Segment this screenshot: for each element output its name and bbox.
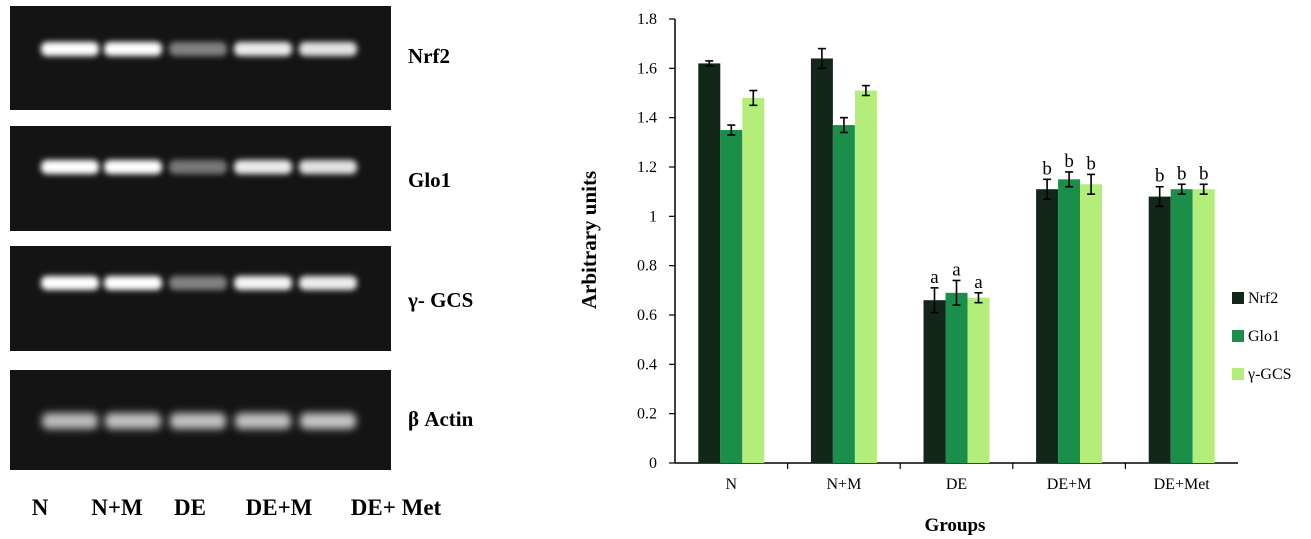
lane-label-de-m: DE+M [245, 495, 313, 520]
band-nrf2-n-m [104, 42, 162, 56]
bar-nrf2-de-met [1148, 196, 1171, 463]
legend-swatch-nrf2 [1232, 292, 1244, 304]
gene-label-gcs: γ- GCS [408, 288, 474, 312]
significance-label: a [952, 259, 961, 280]
bar-glo1-de [945, 292, 968, 463]
lane-label-de: DE [174, 495, 206, 520]
y-axis-label: Arbitrary units [577, 171, 601, 309]
legend-label-glo1: Glo1 [1248, 328, 1280, 345]
bar-chart: Arbitrary units Groups 0 0.2 0.4 0.6 0.8 1 1.2… [577, 11, 1292, 536]
bar-gcs-n [742, 97, 765, 463]
band-actin-n [42, 413, 98, 429]
band-gcs-de [169, 276, 227, 290]
bar-glo1-de-m [1058, 179, 1081, 464]
y-tick-label: 1.2 [637, 159, 657, 176]
band-nrf2-de [169, 42, 227, 56]
y-tick-label: 0.6 [637, 307, 657, 324]
bar-nrf2-de-m [1036, 189, 1059, 463]
plot-area: 00.20.40.60.811.21.41.61.8N N+M DEa aaDE+Mb… [637, 11, 1238, 493]
band-gcs-de-m [234, 276, 292, 290]
band-glo1-n-m [104, 160, 162, 174]
lane-label-de-met: DE+ Met [350, 495, 442, 520]
bar-glo1-n [720, 130, 743, 463]
y-tick-label: 0.4 [637, 356, 657, 373]
legend-label-gcs: γ-GCS [1247, 366, 1292, 383]
band-gcs-n-m [104, 276, 162, 290]
band-nrf2-de-met [299, 42, 357, 56]
lane-label-n: N [31, 495, 49, 520]
bar-glo1-de-met [1170, 189, 1193, 463]
x-tick-label-de: DE [946, 476, 967, 493]
band-actin-de-m [235, 413, 291, 429]
legend-swatch-glo1 [1232, 330, 1244, 342]
gene-label-nrf2: Nrf2 [408, 44, 450, 68]
lane-label-n-m: N+M [91, 495, 143, 520]
bar-gcs-n-m [854, 90, 877, 464]
y-tick-label: 0.2 [637, 406, 657, 423]
significance-label: a [930, 267, 939, 288]
y-tick-label: 1.4 [637, 110, 657, 127]
bar-gcs-de-met [1192, 189, 1215, 463]
band-actin-de-met [300, 413, 356, 429]
band-nrf2-n [41, 42, 99, 56]
band-actin-n-m [105, 413, 161, 429]
bar-nrf2-de [923, 300, 946, 463]
x-tick-label-de-met: DE+Met [1154, 476, 1211, 493]
y-tick-label: 0.8 [637, 258, 657, 275]
gene-label-glo1: Glo1 [408, 168, 452, 192]
y-tick-label: 1 [649, 208, 657, 225]
gel-actin [10, 370, 391, 470]
bar-glo1-n-m [832, 125, 855, 464]
gene-label-actin: β Actin [408, 407, 474, 431]
significance-label: b [1177, 163, 1187, 184]
band-glo1-n [41, 160, 99, 174]
band-glo1-de [169, 160, 227, 174]
x-axis-label: Groups [925, 515, 986, 536]
legend-label-nrf2: Nrf2 [1248, 290, 1278, 307]
bar-nrf2-n [698, 63, 721, 464]
significance-label: a [974, 272, 983, 293]
y-tick-label: 1.6 [637, 60, 657, 77]
band-gcs-de-met [299, 276, 357, 290]
band-gcs-n [41, 276, 99, 290]
y-tick-label: 1.8 [637, 11, 657, 28]
gel-glo1 [10, 126, 391, 231]
y-tick-label: 0 [649, 455, 657, 472]
band-glo1-de-m [234, 160, 292, 174]
significance-label: b [1155, 166, 1165, 187]
gel-nrf2 [10, 6, 391, 110]
significance-label: b [1064, 151, 1074, 172]
bar-nrf2-n-m [810, 58, 833, 463]
x-tick-label-n-m: N+M [826, 476, 861, 493]
significance-label: b [1042, 158, 1052, 179]
legend: Nrf2 Glo1 γ-GCS [1232, 290, 1292, 383]
band-actin-de [170, 413, 226, 429]
band-nrf2-de-m [234, 42, 292, 56]
legend-swatch-gcs [1232, 368, 1244, 380]
bar-gcs-de-m [1080, 184, 1103, 463]
x-tick-label-de-m: DE+M [1047, 476, 1092, 493]
x-tick-label-n: N [726, 476, 738, 493]
significance-label: b [1199, 163, 1209, 184]
band-glo1-de-met [299, 160, 357, 174]
gel-gcs [10, 246, 391, 351]
bar-gcs-de [967, 297, 990, 463]
significance-label: b [1086, 153, 1096, 174]
